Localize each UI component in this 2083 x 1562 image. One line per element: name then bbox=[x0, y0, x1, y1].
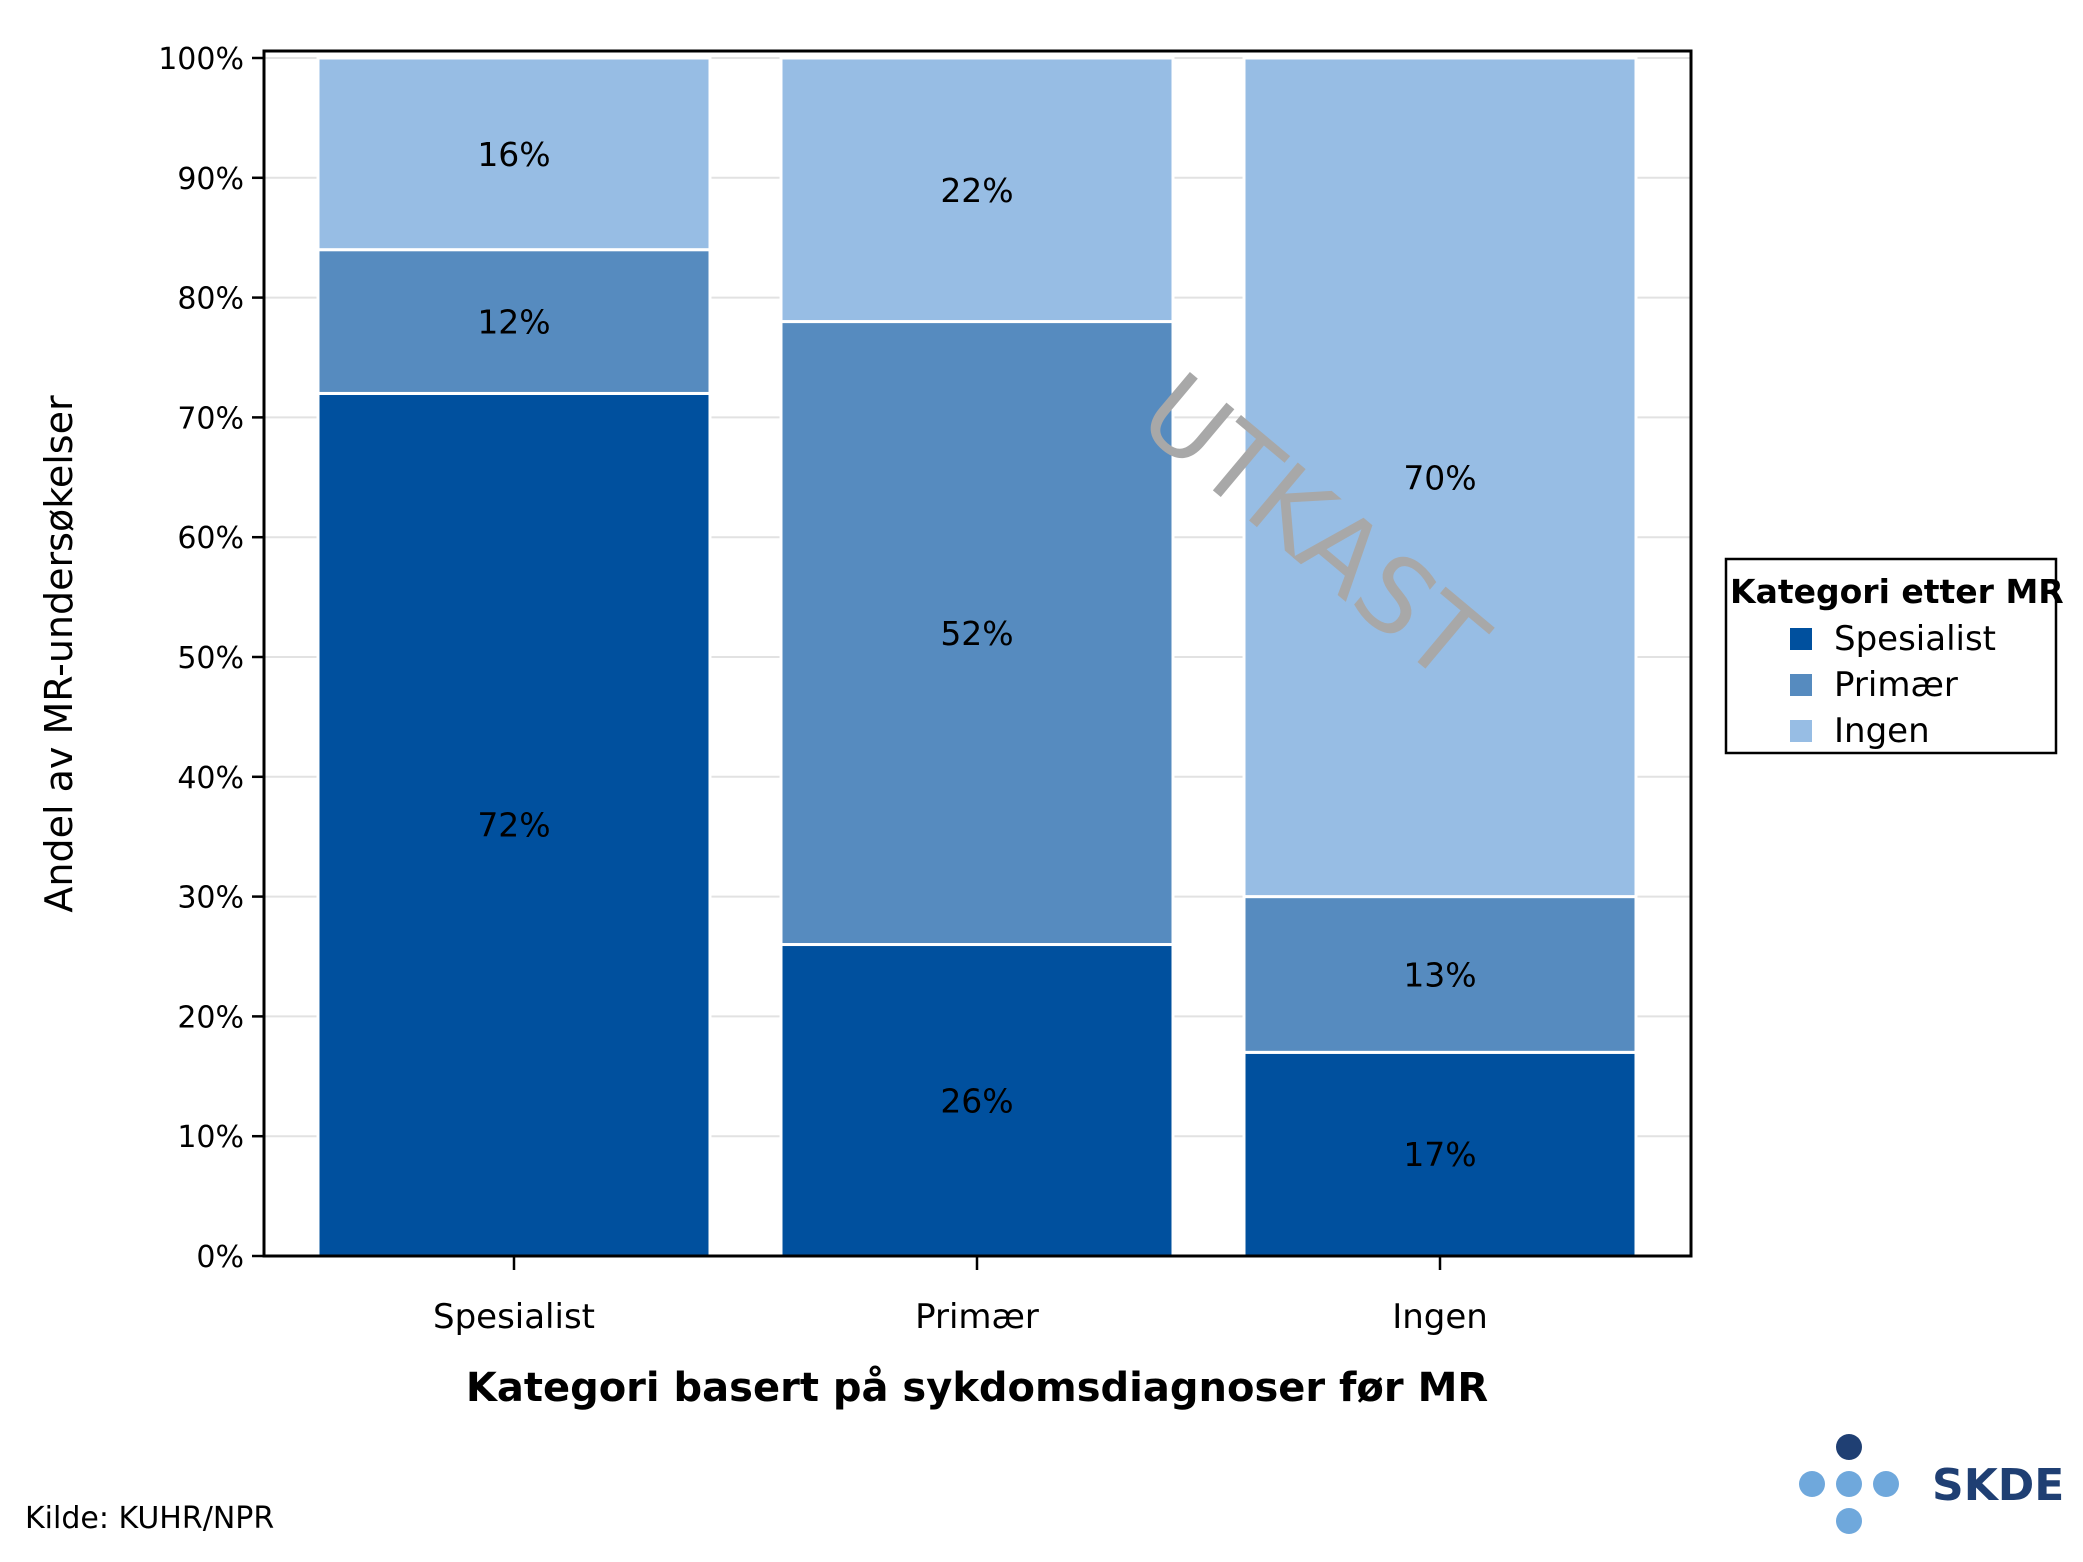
data-label: 70% bbox=[1403, 458, 1476, 497]
legend-label: Spesialist bbox=[1834, 619, 1996, 659]
bar-segment bbox=[779, 320, 1175, 947]
logo-text: SKDE bbox=[1932, 1460, 2064, 1511]
data-label: 13% bbox=[1403, 955, 1476, 994]
bar-segment bbox=[316, 248, 712, 395]
x-axis: Spesialist Primær Ingen bbox=[433, 1256, 1488, 1337]
logo-dot-top bbox=[1836, 1434, 1862, 1460]
bar-segment bbox=[779, 56, 1175, 324]
y-tick-label: 100% bbox=[158, 42, 244, 77]
legend-label: Primær bbox=[1834, 665, 1958, 705]
legend-frame bbox=[1724, 557, 2058, 755]
legend-items: Spesialist Primær Ingen bbox=[1790, 619, 1996, 751]
y-tick-label: 60% bbox=[177, 521, 244, 556]
legend-swatch bbox=[1790, 628, 1812, 650]
legend-label: Ingen bbox=[1834, 711, 1930, 751]
x-axis-title: Kategori basert på sykdomsdiagnoser før … bbox=[466, 1364, 1488, 1411]
legend-title: Kategori etter MR bbox=[1730, 572, 2064, 611]
data-labels: 72% 12% 16% 26% 52% 22% 17% 13% 70% bbox=[477, 135, 1476, 1174]
bar-segment bbox=[1242, 895, 1638, 1054]
y-axis-title: Andel av MR-undersøkelser bbox=[37, 395, 81, 913]
logo-dot-left bbox=[1799, 1471, 1825, 1497]
data-label: 22% bbox=[940, 171, 1013, 210]
y-axis: 0% 10% 20% 30% 40% 50% 60% 70% 80% 90% 100% bbox=[158, 42, 264, 1275]
skde-logo: SKDE bbox=[1799, 1434, 2064, 1534]
data-label: 16% bbox=[477, 135, 550, 174]
y-tick-label: 80% bbox=[177, 282, 244, 317]
y-tick-label: 30% bbox=[177, 881, 244, 916]
legend-swatch bbox=[1790, 674, 1812, 696]
bar-segment bbox=[1242, 1050, 1638, 1258]
y-tick-label: 20% bbox=[177, 1000, 244, 1035]
legend: Kategori etter MR Spesialist Primær Ingen bbox=[1724, 557, 2064, 755]
data-label: 52% bbox=[940, 614, 1013, 653]
source-note: Kilde: KUHR/NPR bbox=[25, 1501, 274, 1536]
y-tick-label: 0% bbox=[196, 1240, 244, 1275]
x-tick-label: Spesialist bbox=[433, 1297, 595, 1337]
data-label: 26% bbox=[940, 1081, 1013, 1120]
y-tick-label: 50% bbox=[177, 641, 244, 676]
logo-dot-center bbox=[1836, 1471, 1862, 1497]
y-tick-label: 90% bbox=[177, 162, 244, 197]
x-tick-label: Ingen bbox=[1392, 1297, 1488, 1337]
y-tick-label: 10% bbox=[177, 1120, 244, 1155]
logo-dot-bottom bbox=[1836, 1508, 1862, 1534]
legend-swatch bbox=[1790, 720, 1812, 742]
bar-segment bbox=[316, 56, 712, 252]
logo-dot-right bbox=[1873, 1471, 1899, 1497]
y-tick-label: 70% bbox=[177, 401, 244, 436]
data-label: 17% bbox=[1403, 1135, 1476, 1174]
x-tick-label: Primær bbox=[915, 1297, 1039, 1337]
bars bbox=[316, 56, 1638, 1258]
bar-segment bbox=[316, 391, 712, 1258]
data-label: 72% bbox=[477, 806, 550, 845]
y-tick-label: 40% bbox=[177, 761, 244, 796]
data-label: 12% bbox=[477, 303, 550, 342]
bar-segment bbox=[1242, 56, 1638, 899]
